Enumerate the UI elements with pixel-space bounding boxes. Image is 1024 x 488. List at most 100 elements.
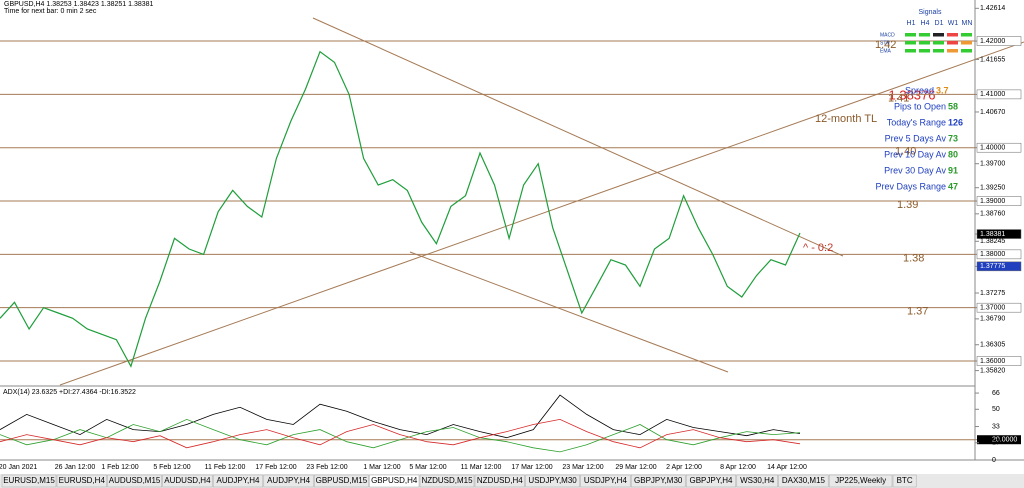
- tab-label[interactable]: NZDUSD,M15: [421, 476, 473, 485]
- adx-title: ADX(14) 23.6325 +DI:27.4364 -DI:16.3522: [3, 389, 136, 396]
- tab[interactable]: [892, 474, 917, 488]
- tab-label[interactable]: GBPJPY,M30: [634, 476, 683, 485]
- y-tick-box: [976, 142, 1022, 153]
- tab[interactable]: [630, 474, 686, 488]
- date-label: 23 Mar 12:00: [562, 464, 603, 471]
- adx-tick-label: 0: [992, 457, 996, 464]
- y-tick-label: 1.40000: [980, 145, 1005, 152]
- signals-column: W1: [948, 20, 959, 27]
- tab-label[interactable]: GBPUSD,M15: [316, 476, 368, 485]
- y-tick-label: 1.39700: [980, 161, 1005, 168]
- signal-cell: [919, 49, 930, 53]
- date-label: 20 Jan 2021: [0, 464, 37, 471]
- y-tick-box: [976, 229, 1022, 239]
- tab-label[interactable]: AUDJPY,H4: [217, 476, 261, 485]
- info-value: 58: [948, 101, 958, 111]
- trend-line: [312, 17, 844, 257]
- level-label: 1.37: [907, 306, 928, 318]
- tab-label[interactable]: WS30,H4: [740, 476, 775, 485]
- y-tick-box: [977, 435, 1021, 445]
- y-tick-label: 1.35820: [980, 367, 1005, 374]
- tab[interactable]: [778, 474, 829, 488]
- y-tick-label: 1.36305: [980, 342, 1005, 349]
- tab-label[interactable]: JP225,Weekly: [835, 476, 886, 485]
- y-tick-label: 1.42000: [980, 38, 1005, 45]
- level-label: 1.39: [897, 199, 918, 211]
- y-tick-label: 1.42614: [980, 5, 1005, 12]
- tab[interactable]: [580, 474, 631, 488]
- info-value: 80: [948, 149, 958, 159]
- tab-label[interactable]: NZDUSD,H4: [477, 476, 523, 485]
- count-label: ^ - 0:2: [803, 242, 833, 254]
- signal-cell: [905, 41, 916, 45]
- tab[interactable]: [685, 474, 737, 488]
- tab[interactable]: [263, 474, 314, 488]
- tab-label[interactable]: AUDUSD,M15: [109, 476, 161, 485]
- signal-cell: [905, 33, 916, 37]
- y-tick-label: 1.36790: [980, 316, 1005, 323]
- adx-line: [0, 418, 801, 449]
- tab[interactable]: [369, 474, 420, 488]
- signal-cell: [947, 41, 958, 45]
- date-label: 17 Feb 12:00: [255, 464, 296, 471]
- tab-label[interactable]: GBPUSD,H4: [371, 476, 418, 485]
- signal-cell: [933, 41, 944, 45]
- info-label: Today's Range: [887, 117, 946, 127]
- tab[interactable]: [1, 474, 57, 488]
- signals-column: H4: [921, 20, 930, 27]
- tab[interactable]: [828, 474, 893, 488]
- signal-cell: [919, 41, 930, 45]
- info-value: 3.7: [936, 85, 949, 95]
- info-label: Prev Days Range: [875, 181, 946, 191]
- y-tick-box: [976, 36, 1022, 46]
- tab[interactable]: [525, 474, 580, 488]
- tab[interactable]: [736, 474, 778, 488]
- tab-label[interactable]: AUDUSD,H4: [164, 476, 211, 485]
- adx-tick-label: 20.0000: [992, 437, 1017, 444]
- tab[interactable]: [212, 474, 264, 488]
- tab-label[interactable]: AUDJPY,H4: [267, 476, 311, 485]
- tab-label[interactable]: USDJPY,M30: [528, 476, 577, 485]
- tab[interactable]: [474, 474, 525, 488]
- date-label: 29 Mar 12:00: [615, 464, 656, 471]
- tab-label[interactable]: BTC: [897, 476, 913, 485]
- signals-column: D1: [935, 20, 944, 27]
- signal-cell: [919, 33, 930, 37]
- info-label: Spread: [905, 85, 934, 95]
- price: 1.38376: [889, 87, 936, 102]
- level-label: 1.42: [875, 39, 896, 51]
- tab[interactable]: [419, 474, 475, 488]
- y-tick-label: 1.38245: [980, 238, 1005, 245]
- tab-label[interactable]: EURUSD,M15: [3, 476, 55, 485]
- y-tick-box: [976, 196, 1022, 206]
- info-value: 73: [948, 133, 958, 143]
- level-label: 1.40: [895, 146, 916, 158]
- tab[interactable]: [56, 474, 107, 488]
- price-line: [0, 50, 801, 368]
- signals-row: EMA: [880, 48, 892, 54]
- tab-label[interactable]: EURUSD,H4: [59, 476, 106, 485]
- y-tick-box: [976, 249, 1022, 260]
- signals-row: STR: [880, 40, 890, 46]
- date-label: 2 Apr 12:00: [666, 464, 702, 471]
- level-label: 1.38: [903, 252, 924, 264]
- info-value: 91: [948, 165, 958, 175]
- tab-label[interactable]: USDJPY,H4: [584, 476, 628, 485]
- tab[interactable]: [107, 474, 162, 488]
- adx-tick-label: 33: [992, 423, 1000, 430]
- signal-cell: [905, 49, 916, 53]
- info-label: Prev 30 Day Av: [884, 165, 946, 175]
- tab[interactable]: [314, 474, 369, 488]
- y-tick-label: 1.39000: [980, 198, 1005, 205]
- trendline-label: 12-month TL: [815, 113, 877, 125]
- tab-label[interactable]: GBPJPY,H4: [690, 476, 734, 485]
- date-label: 23 Feb 12:00: [306, 464, 347, 471]
- tab[interactable]: [162, 474, 213, 488]
- adx-tick-label: 17: [992, 440, 1000, 447]
- signals-row: MACD: [880, 32, 895, 38]
- signals-column: H1: [907, 20, 916, 27]
- y-tick-label: 1.38000: [980, 251, 1005, 258]
- tab-label[interactable]: DAX30,M15: [782, 476, 826, 485]
- signal-cell: [961, 41, 972, 45]
